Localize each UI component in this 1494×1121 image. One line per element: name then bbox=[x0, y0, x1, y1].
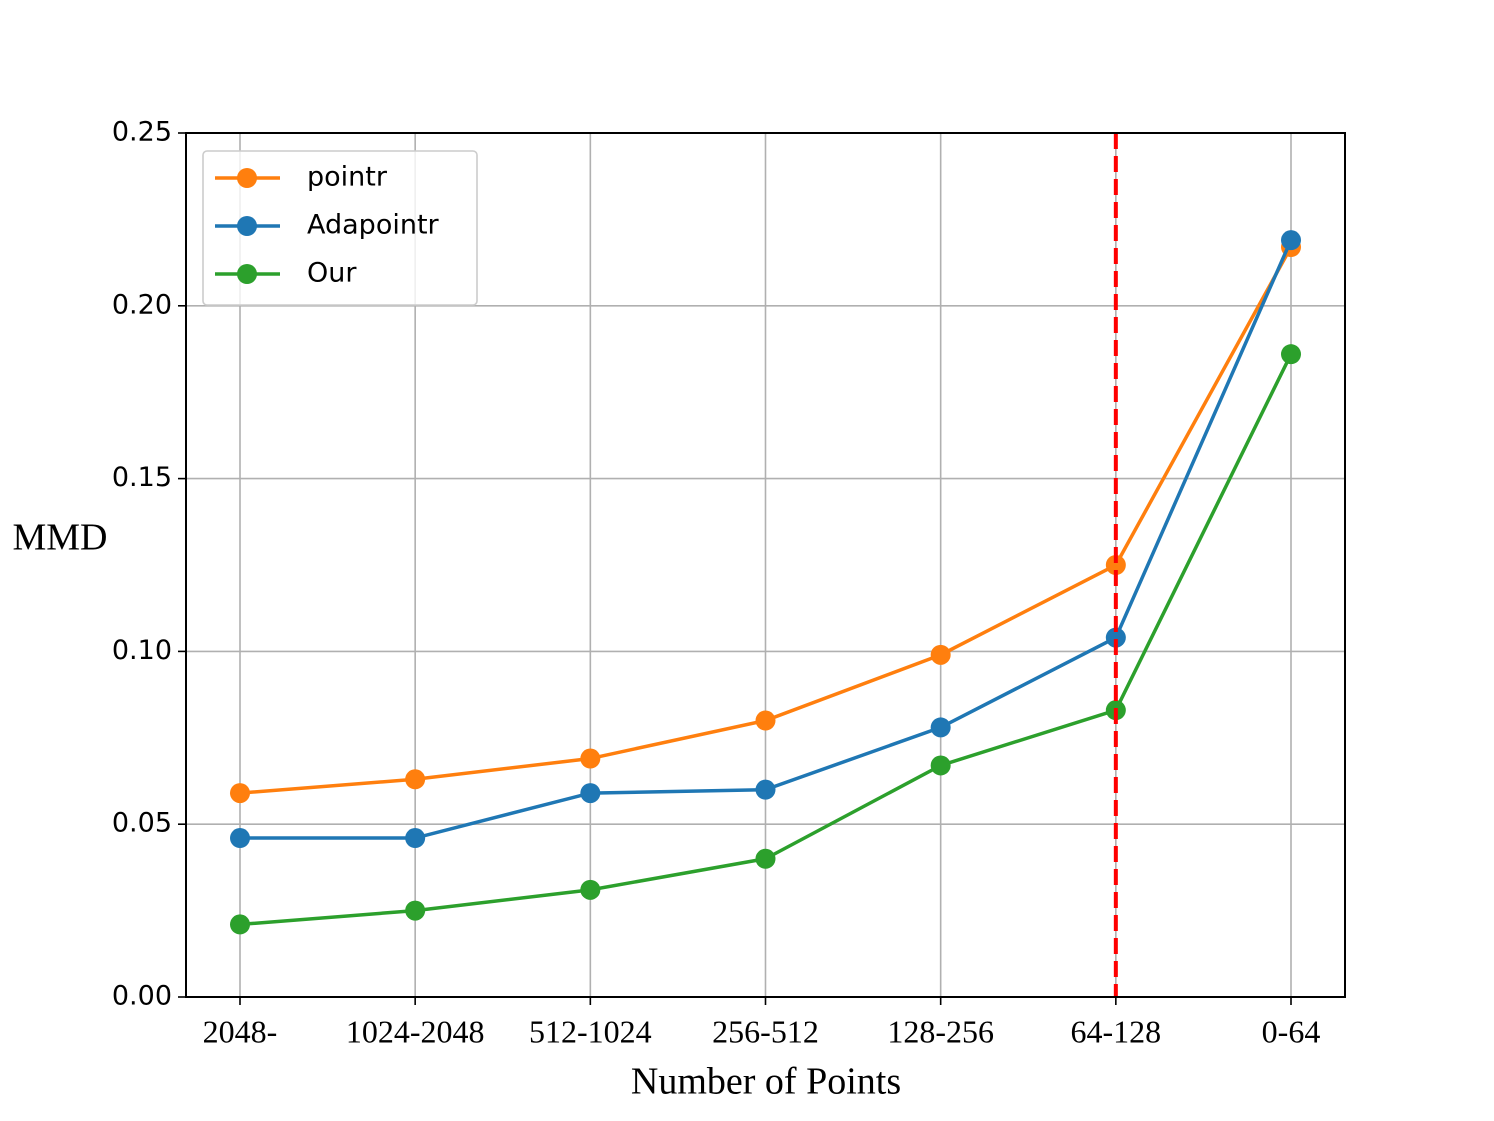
marker bbox=[405, 828, 426, 849]
y-tick-label: 0.05 bbox=[112, 808, 172, 839]
marker bbox=[405, 769, 426, 790]
x-tick-label: 2048- bbox=[203, 1013, 278, 1049]
marker bbox=[1281, 344, 1301, 365]
legend-label: pointr bbox=[307, 162, 388, 193]
legend-label: Our bbox=[307, 258, 357, 289]
marker bbox=[755, 779, 776, 800]
marker bbox=[1281, 230, 1301, 251]
marker bbox=[230, 914, 250, 935]
y-axis-label: MMD bbox=[12, 517, 107, 559]
x-tick-label: 64-128 bbox=[1071, 1013, 1162, 1049]
marker bbox=[1105, 627, 1126, 648]
marker bbox=[1105, 555, 1126, 575]
x-tick-label: 1024-2048 bbox=[346, 1013, 485, 1049]
marker bbox=[580, 879, 601, 900]
x-tick-label: 0-64 bbox=[1262, 1013, 1321, 1049]
marker bbox=[755, 848, 776, 869]
x-tick-label: 512-1024 bbox=[529, 1013, 652, 1049]
y-tick-label: 0.15 bbox=[112, 462, 172, 493]
marker bbox=[230, 783, 250, 804]
x-tick-label: 256-512 bbox=[712, 1013, 819, 1049]
marker bbox=[755, 710, 776, 731]
marker bbox=[930, 717, 951, 738]
legend-marker bbox=[237, 264, 257, 284]
legend-marker bbox=[237, 168, 257, 188]
marker bbox=[580, 748, 601, 769]
marker bbox=[580, 783, 601, 804]
legend-label: Adapointr bbox=[307, 210, 440, 241]
marker bbox=[405, 900, 426, 921]
x-axis-label: Number of Points bbox=[631, 1061, 901, 1103]
legend-marker bbox=[237, 216, 257, 236]
y-tick-label: 0.25 bbox=[112, 117, 172, 148]
marker bbox=[230, 828, 250, 849]
x-tick-label: 128-256 bbox=[887, 1013, 994, 1049]
y-tick-label: 0.10 bbox=[112, 635, 172, 666]
marker bbox=[930, 755, 951, 776]
marker bbox=[930, 644, 951, 665]
plot-frame bbox=[185, 132, 1346, 998]
y-tick-label: 0.20 bbox=[112, 289, 172, 320]
y-tick-label: 0.00 bbox=[112, 981, 172, 1012]
legend-box bbox=[202, 150, 478, 306]
